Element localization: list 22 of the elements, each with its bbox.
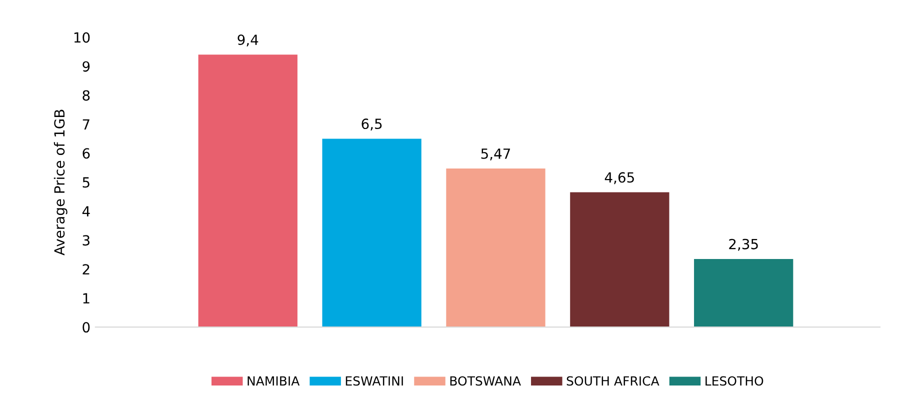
data-label: 2,35 [729,238,758,251]
data-label: 5,47 [481,148,510,160]
data-label: 9,4 [238,34,258,46]
legend-label: ESWATINI [346,376,403,386]
legend-label: NAMIBIA [248,376,300,386]
y-tick-label: 1 [83,293,90,304]
data-label: 6,5 [362,118,382,130]
y-tick-label: 0 [82,322,90,333]
legend-label: LESOTHO [706,376,764,386]
y-tick-label: 5 [82,177,90,188]
legend-label: SOUTH AFRICA [566,376,660,386]
y-tick-label: 9 [82,61,90,72]
y-tick-label: 10 [74,32,90,43]
legend-label: BOTSWANA [450,376,521,386]
data-label: 4,65 [604,172,634,184]
y-tick-label: 7 [82,119,90,130]
y-tick-label: 3 [82,235,90,246]
y-axis-title: Average Price of 1GB [54,110,68,256]
y-tick-label: 8 [82,90,90,101]
y-tick-label: 4 [82,206,90,216]
y-tick-label: 6 [82,148,90,159]
y-tick-label: 2 [82,264,90,274]
